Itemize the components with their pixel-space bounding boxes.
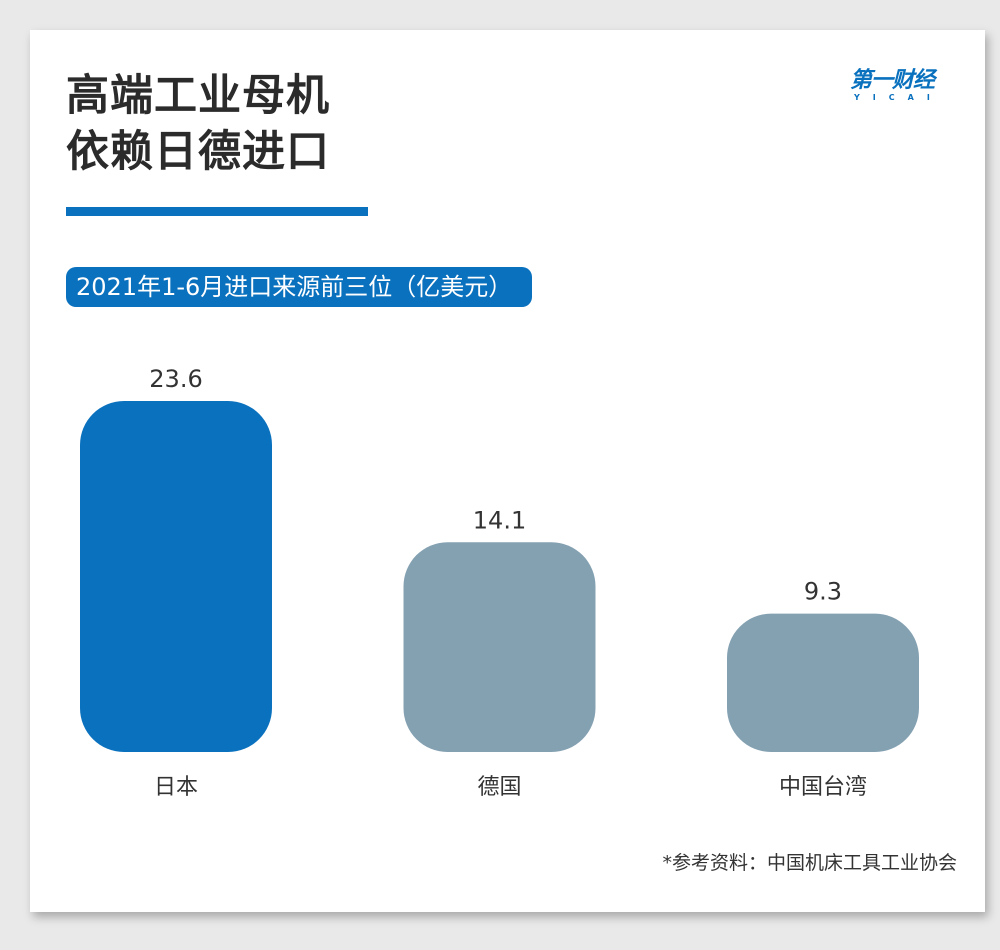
logo-main-text: 第一财经: [850, 68, 935, 93]
category-label-2: 中国台湾: [779, 775, 867, 800]
bar-2: [727, 613, 919, 752]
chart-title-line-1: 高端工业母机: [66, 71, 330, 121]
chart-title-line-2: 依赖日德进口: [66, 127, 330, 177]
value-label-0: 23.6: [149, 365, 202, 393]
chart-subtitle-pill: 2021年1-6月进口来源前三位（亿美元）: [66, 267, 533, 307]
category-label-1: 德国: [477, 775, 521, 800]
value-label-2: 9.3: [804, 578, 842, 606]
logo-sub-text: YICAI: [854, 93, 943, 102]
infographic-card: 高端工业母机 依赖日德进口 第一财经 YICAI 2021年1-6月进口来源前三…: [30, 30, 985, 912]
source-note: *参考资料：中国机床工具工业协会: [662, 852, 957, 874]
value-label-1: 14.1: [473, 506, 526, 534]
yicai-logo: 第一财经 YICAI: [850, 68, 950, 108]
chart-title: 高端工业母机 依赖日德进口: [66, 68, 330, 180]
bar-1: [403, 542, 596, 752]
category-label-0: 日本: [154, 775, 198, 800]
title-underline: [66, 207, 368, 216]
bar-0: [80, 401, 272, 752]
bar-chart: 23.6 日本 14.1 德国 9.3 中国台湾: [80, 365, 919, 800]
